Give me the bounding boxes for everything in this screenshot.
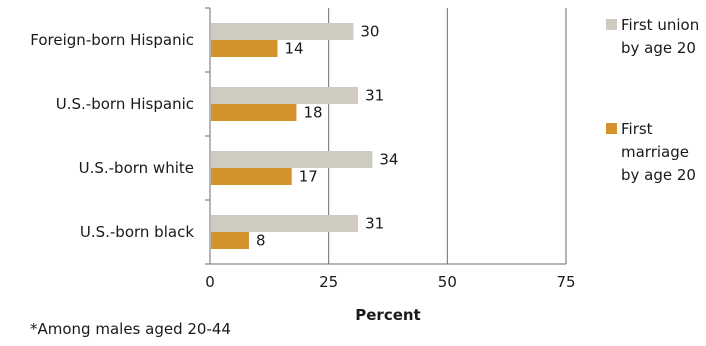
data-label-first-marriage-by-age-20-u-s-born-white: 17 [299, 168, 318, 186]
category-label-u-s-born-black: U.S.-born black [80, 223, 194, 241]
bar-first-marriage-by-age-20-u-s-born-black [211, 232, 249, 249]
x-tick-label-0: 0 [205, 273, 215, 291]
x-tick-label-50: 50 [438, 273, 457, 291]
bar-first-union-by-age-20-u-s-born-hispanic [211, 87, 359, 104]
legend-label-first-marriage: First marriage by age 20 [621, 120, 696, 184]
footnote: *Among males aged 20-44 [30, 320, 231, 338]
legend-label-first-union: First union by age 20 [621, 16, 700, 57]
bar-series [211, 23, 373, 249]
bar-first-marriage-by-age-20-u-s-born-white [211, 168, 292, 185]
data-label-first-union-by-age-20-u-s-born-black: 31 [365, 215, 384, 233]
data-label-first-marriage-by-age-20-u-s-born-black: 8 [256, 232, 266, 250]
data-label-first-union-by-age-20-u-s-born-hispanic: 31 [365, 87, 384, 105]
data-label-first-union-by-age-20-foreign-born-hispanic: 30 [360, 23, 379, 41]
bar-first-union-by-age-20-u-s-born-black [211, 215, 359, 232]
bar-first-marriage-by-age-20-foreign-born-hispanic [211, 40, 278, 57]
data-label-first-marriage-by-age-20-u-s-born-hispanic: 18 [303, 104, 322, 122]
x-axis-title: Percent [355, 306, 420, 324]
bar-first-marriage-by-age-20-u-s-born-hispanic [211, 104, 297, 121]
bar-first-union-by-age-20-u-s-born-white [211, 151, 373, 168]
legend-swatch-first-union [606, 19, 617, 30]
legend-swatch-first-marriage [606, 123, 617, 134]
legend-item-first-union: First union by age 20 [606, 14, 706, 60]
x-tick-label-25: 25 [319, 273, 338, 291]
legend-item-first-marriage: First marriage by age 20 [606, 118, 706, 187]
axes [205, 7, 566, 265]
data-label-first-union-by-age-20-u-s-born-white: 34 [379, 151, 398, 169]
x-tick-label-75: 75 [556, 273, 575, 291]
data-label-first-marriage-by-age-20-foreign-born-hispanic: 14 [284, 40, 303, 58]
category-label-u-s-born-white: U.S.-born white [79, 159, 194, 177]
category-label-u-s-born-hispanic: U.S.-born Hispanic [56, 95, 194, 113]
category-label-foreign-born-hispanic: Foreign-born Hispanic [30, 31, 194, 49]
labels: 0 25 50 75 30 14 Foreign-born Hispanic 31 18 U.S.… [30, 23, 575, 292]
bar-first-union-by-age-20-foreign-born-hispanic [211, 23, 354, 40]
